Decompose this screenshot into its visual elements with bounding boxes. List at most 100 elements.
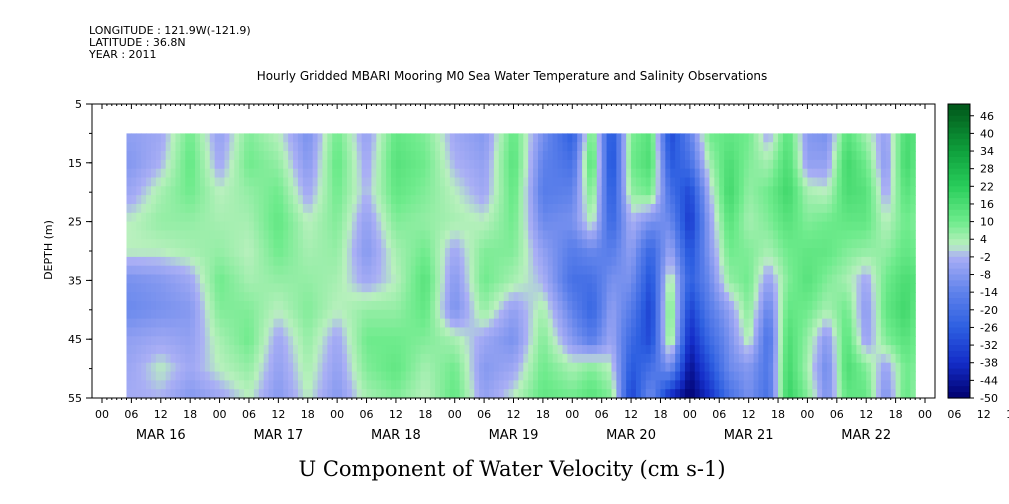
heatmap-cell [684, 168, 691, 179]
heatmap-cell [283, 230, 289, 240]
heatmap-cell [322, 239, 328, 249]
heatmap-cell [748, 133, 755, 143]
heatmap-cell [498, 283, 505, 293]
heatmap-cell [910, 265, 916, 276]
heatmap-cell [165, 345, 172, 355]
heatmap-cell [812, 159, 818, 170]
heatmap-cell [410, 265, 417, 276]
heatmap-cell [831, 230, 838, 240]
heatmap-cell [449, 345, 456, 355]
heatmap-cell [900, 203, 907, 214]
heatmap-cell [738, 362, 745, 373]
heatmap-cell [782, 221, 789, 232]
heatmap-cell [792, 327, 799, 337]
heatmap-cell [841, 203, 848, 214]
heatmap-cell [420, 362, 426, 373]
heatmap-cell [435, 177, 441, 187]
heatmap-cell [342, 362, 348, 373]
heatmap-cell [224, 203, 230, 214]
heatmap-cell [234, 345, 240, 355]
heatmap-cell [582, 389, 588, 399]
heatmap-cell [400, 195, 407, 205]
heatmap-cell [209, 371, 216, 381]
heatmap-cell [150, 248, 157, 258]
heatmap-cell [160, 221, 167, 232]
heatmap-cell [626, 318, 632, 329]
heatmap-cell [513, 221, 519, 232]
heatmap-cell [400, 186, 407, 196]
heatmap-cell [160, 345, 167, 355]
heatmap-cell [180, 239, 186, 249]
heatmap-cell [425, 283, 431, 293]
heatmap-cell [557, 195, 564, 205]
heatmap-cell [366, 380, 373, 390]
heatmap-cell [660, 309, 666, 320]
heatmap-cell [787, 362, 794, 373]
heatmap-cell [880, 362, 887, 373]
heatmap-cell [307, 168, 314, 179]
heatmap-cell [430, 362, 436, 373]
heatmap-cell [209, 212, 216, 223]
heatmap-cell [601, 380, 608, 390]
heatmap-cell [841, 292, 848, 302]
heatmap-cell [552, 151, 559, 161]
heatmap-cell [293, 336, 299, 346]
heatmap-cell [582, 336, 588, 346]
heatmap-cell [195, 212, 201, 223]
heatmap-cell [876, 177, 882, 187]
heatmap-cell [871, 195, 877, 205]
heatmap-cell [224, 256, 230, 267]
heatmap-cell [851, 300, 858, 311]
heatmap-cell [322, 292, 328, 302]
heatmap-cell [675, 151, 681, 161]
heatmap-cell [606, 380, 613, 390]
heatmap-cell [733, 283, 740, 293]
heatmap-cell [635, 389, 642, 399]
heatmap-cell [146, 177, 152, 187]
heatmap-cell [430, 142, 436, 152]
heatmap-cell [890, 327, 897, 337]
heatmap-cell [675, 292, 681, 302]
heatmap-cell [876, 159, 882, 170]
heatmap-cell [635, 292, 642, 302]
heatmap-cell [758, 221, 764, 232]
heatmap-cell [410, 212, 417, 223]
heatmap-cell [621, 230, 627, 240]
heatmap-cell [856, 274, 862, 284]
heatmap-cell [694, 159, 701, 170]
heatmap-cell [699, 318, 706, 329]
heatmap-cell [817, 371, 823, 381]
heatmap-cell [802, 239, 809, 249]
heatmap-cell [395, 212, 402, 223]
heatmap-cell [562, 345, 568, 355]
heatmap-cell [753, 168, 760, 179]
heatmap-cell [611, 265, 617, 276]
heatmap-cell [263, 239, 270, 249]
heatmap-cell [170, 168, 177, 179]
heatmap-cell [778, 265, 784, 276]
heatmap-cell [293, 256, 299, 267]
heatmap-cell [748, 380, 755, 390]
heatmap-cell [773, 353, 779, 364]
heatmap-cell [778, 186, 784, 196]
heatmap-cell [900, 177, 907, 187]
heatmap-cell [209, 256, 216, 267]
heatmap-cell [209, 265, 216, 276]
heatmap-cell [209, 353, 216, 364]
heatmap-cell [822, 142, 828, 152]
heatmap-cell [395, 159, 402, 170]
heatmap-cell [616, 380, 622, 390]
heatmap-cell [150, 336, 157, 346]
heatmap-cell [660, 283, 666, 293]
heatmap-cell [910, 248, 916, 258]
heatmap-cell [753, 362, 760, 373]
heatmap-cell [498, 221, 505, 232]
heatmap-cell [297, 142, 304, 152]
heatmap-cell [567, 133, 573, 143]
heatmap-cell [631, 177, 637, 187]
heatmap-cell [199, 168, 206, 179]
heatmap-cell [572, 353, 578, 364]
heatmap-cell [807, 345, 813, 355]
heatmap-cell [743, 336, 750, 346]
heatmap-cell [621, 203, 627, 214]
